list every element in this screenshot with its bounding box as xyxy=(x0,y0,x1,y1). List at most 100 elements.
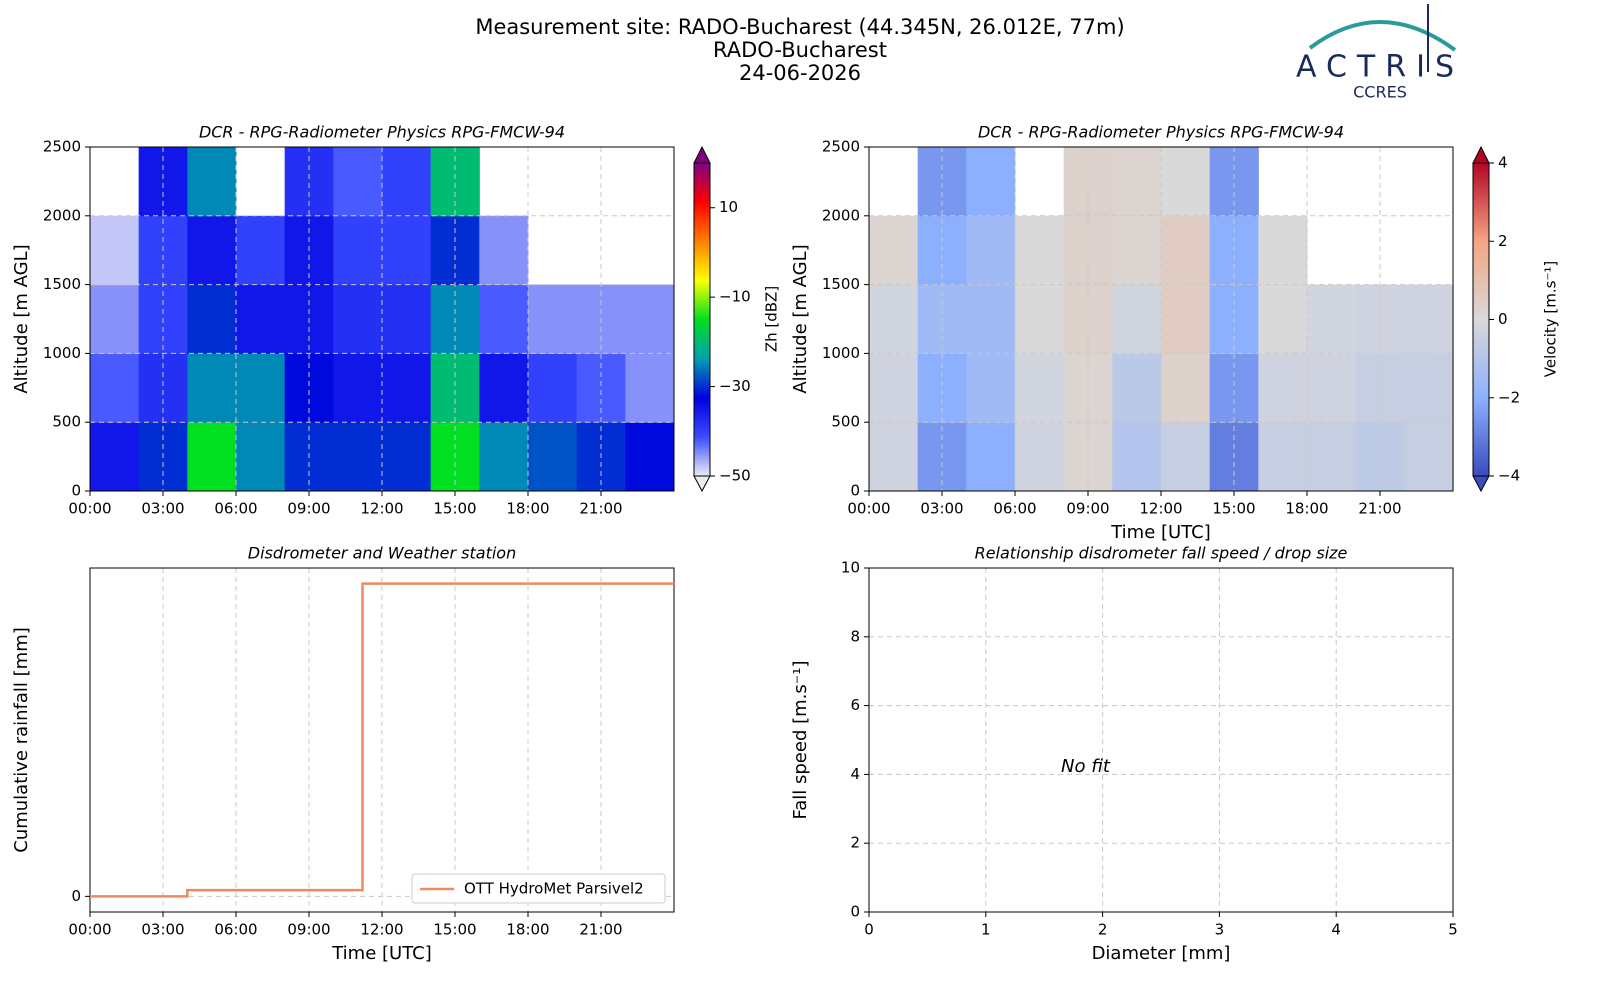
heat-cell xyxy=(1258,284,1308,354)
heat-cell xyxy=(625,353,675,423)
heat-cell xyxy=(1112,353,1162,423)
x-tick-label: 09:00 xyxy=(287,921,330,939)
panel-title: Disdrometer and Weather station xyxy=(248,544,516,563)
line xyxy=(90,582,674,898)
y-axis-label: Cumulative rainfall [mm] xyxy=(11,627,32,853)
y-tick-label: 1500 xyxy=(43,275,81,293)
y-tick-label: 2000 xyxy=(822,206,860,224)
heat-cell xyxy=(1161,215,1211,286)
heat-cell xyxy=(1258,353,1308,423)
y-tick-label: 2 xyxy=(850,834,860,852)
heat-cell xyxy=(333,353,383,423)
colorbar-tick-label: 10 xyxy=(719,198,738,216)
heat-cell xyxy=(236,215,286,286)
x-tick-label: 06:00 xyxy=(214,921,257,939)
heat-cell xyxy=(90,422,140,492)
x-tick-label: 06:00 xyxy=(214,500,257,518)
logo-text: ACTRIS xyxy=(1296,50,1464,85)
y-tick-label: 6 xyxy=(850,696,860,714)
heat-cell xyxy=(236,422,286,492)
heat-cell xyxy=(1112,422,1162,492)
panel-title: DCR - RPG-Radiometer Physics RPG-FMCW-94 xyxy=(978,123,1344,142)
colorbar-tick-label: 0 xyxy=(1498,310,1508,328)
colorbar-extend xyxy=(1472,145,1490,164)
panel: DCR - RPG-Radiometer Physics RPG-FMCW-94… xyxy=(790,123,1560,544)
y-tick-label: 0 xyxy=(71,887,81,905)
colorbar-tick-label: −2 xyxy=(1498,388,1520,406)
heat-cell xyxy=(1112,215,1162,286)
x-tick-label: 18:00 xyxy=(506,921,549,939)
heat-cell xyxy=(869,215,919,286)
colorbar-tick-label: −30 xyxy=(719,377,751,395)
x-tick-label: 00:00 xyxy=(68,500,111,518)
heat-cell xyxy=(479,284,529,354)
y-tick-label: 8 xyxy=(850,627,860,645)
x-tick-label: 21:00 xyxy=(1358,500,1401,518)
x-tick-label: 3 xyxy=(1215,921,1225,939)
header-line: RADO-Bucharest xyxy=(713,38,887,62)
heat-cell xyxy=(528,284,578,354)
colorbar xyxy=(1472,162,1490,477)
heat-cell xyxy=(1161,422,1211,492)
x-tick-label: 15:00 xyxy=(1212,500,1255,518)
panel: Relationship disdrometer fall speed / dr… xyxy=(790,544,1458,965)
heat-cell xyxy=(382,422,432,492)
heat-cell xyxy=(966,215,1016,286)
x-tick-label: 15:00 xyxy=(433,500,476,518)
heat-cell xyxy=(1015,284,1065,354)
y-tick-label: 1500 xyxy=(822,275,860,293)
heat-cell xyxy=(1161,353,1211,423)
y-tick-label: 2500 xyxy=(822,138,860,156)
colorbar-tick-label: 4 xyxy=(1498,154,1508,172)
y-tick-label: 1000 xyxy=(822,344,860,362)
x-tick-label: 00:00 xyxy=(847,500,890,518)
colorbar-tick-label: −10 xyxy=(719,288,751,306)
y-tick-label: 2000 xyxy=(43,206,81,224)
panel-title: DCR - RPG-Radiometer Physics RPG-FMCW-94 xyxy=(199,123,565,142)
x-tick-label: 12:00 xyxy=(360,500,403,518)
x-tick-label: 18:00 xyxy=(1285,500,1328,518)
heat-cell xyxy=(869,422,919,492)
x-tick-label: 2 xyxy=(1098,921,1108,939)
legend-box xyxy=(411,873,666,904)
heat-cell xyxy=(333,284,383,354)
header-line: 24-06-2026 xyxy=(739,61,861,85)
logo-subtext: CCRES xyxy=(1353,83,1407,102)
colorbar-tick-label: 2 xyxy=(1498,232,1508,250)
colorbar-label: Zh [dBZ] xyxy=(763,286,781,352)
heat-cell xyxy=(1161,147,1211,217)
x-axis-label: Time [UTC] xyxy=(1110,522,1211,543)
panel-title: Relationship disdrometer fall speed / dr… xyxy=(975,544,1348,563)
heat-cell xyxy=(1112,284,1162,354)
heat-cell xyxy=(1307,284,1357,354)
y-tick-label: 10 xyxy=(841,559,860,577)
y-tick-label: 0 xyxy=(850,482,860,500)
heat-cell xyxy=(382,215,432,286)
y-tick-label: 1000 xyxy=(43,344,81,362)
y-tick-label: 2500 xyxy=(43,138,81,156)
heat-cell xyxy=(333,147,383,217)
x-tick-label: 06:00 xyxy=(993,500,1036,518)
heat-cell xyxy=(1015,422,1065,492)
x-tick-label: 03:00 xyxy=(141,500,184,518)
x-tick-label: 21:00 xyxy=(579,500,622,518)
x-tick-label: 09:00 xyxy=(1066,500,1109,518)
heat-cell xyxy=(479,215,529,286)
x-tick-label: 12:00 xyxy=(360,921,403,939)
x-axis-label: Time [UTC] xyxy=(331,943,432,964)
colorbar-label: Velocity [m.s⁻¹] xyxy=(1542,261,1560,377)
panel: DCR - RPG-Radiometer Physics RPG-FMCW-94… xyxy=(11,123,781,518)
colorbar-extend xyxy=(1472,475,1490,493)
colorbar xyxy=(693,162,711,477)
annotation: No fit xyxy=(1061,756,1111,777)
heat-cell xyxy=(187,353,237,423)
y-tick-label: 4 xyxy=(850,765,860,783)
x-tick-label: 1 xyxy=(981,921,991,939)
heat-cell xyxy=(90,284,140,354)
x-tick-label: 21:00 xyxy=(579,921,622,939)
heat-cell xyxy=(966,147,1016,217)
heat-cell xyxy=(479,353,529,423)
x-tick-label: 15:00 xyxy=(433,921,476,939)
heat-cell xyxy=(1258,422,1308,492)
